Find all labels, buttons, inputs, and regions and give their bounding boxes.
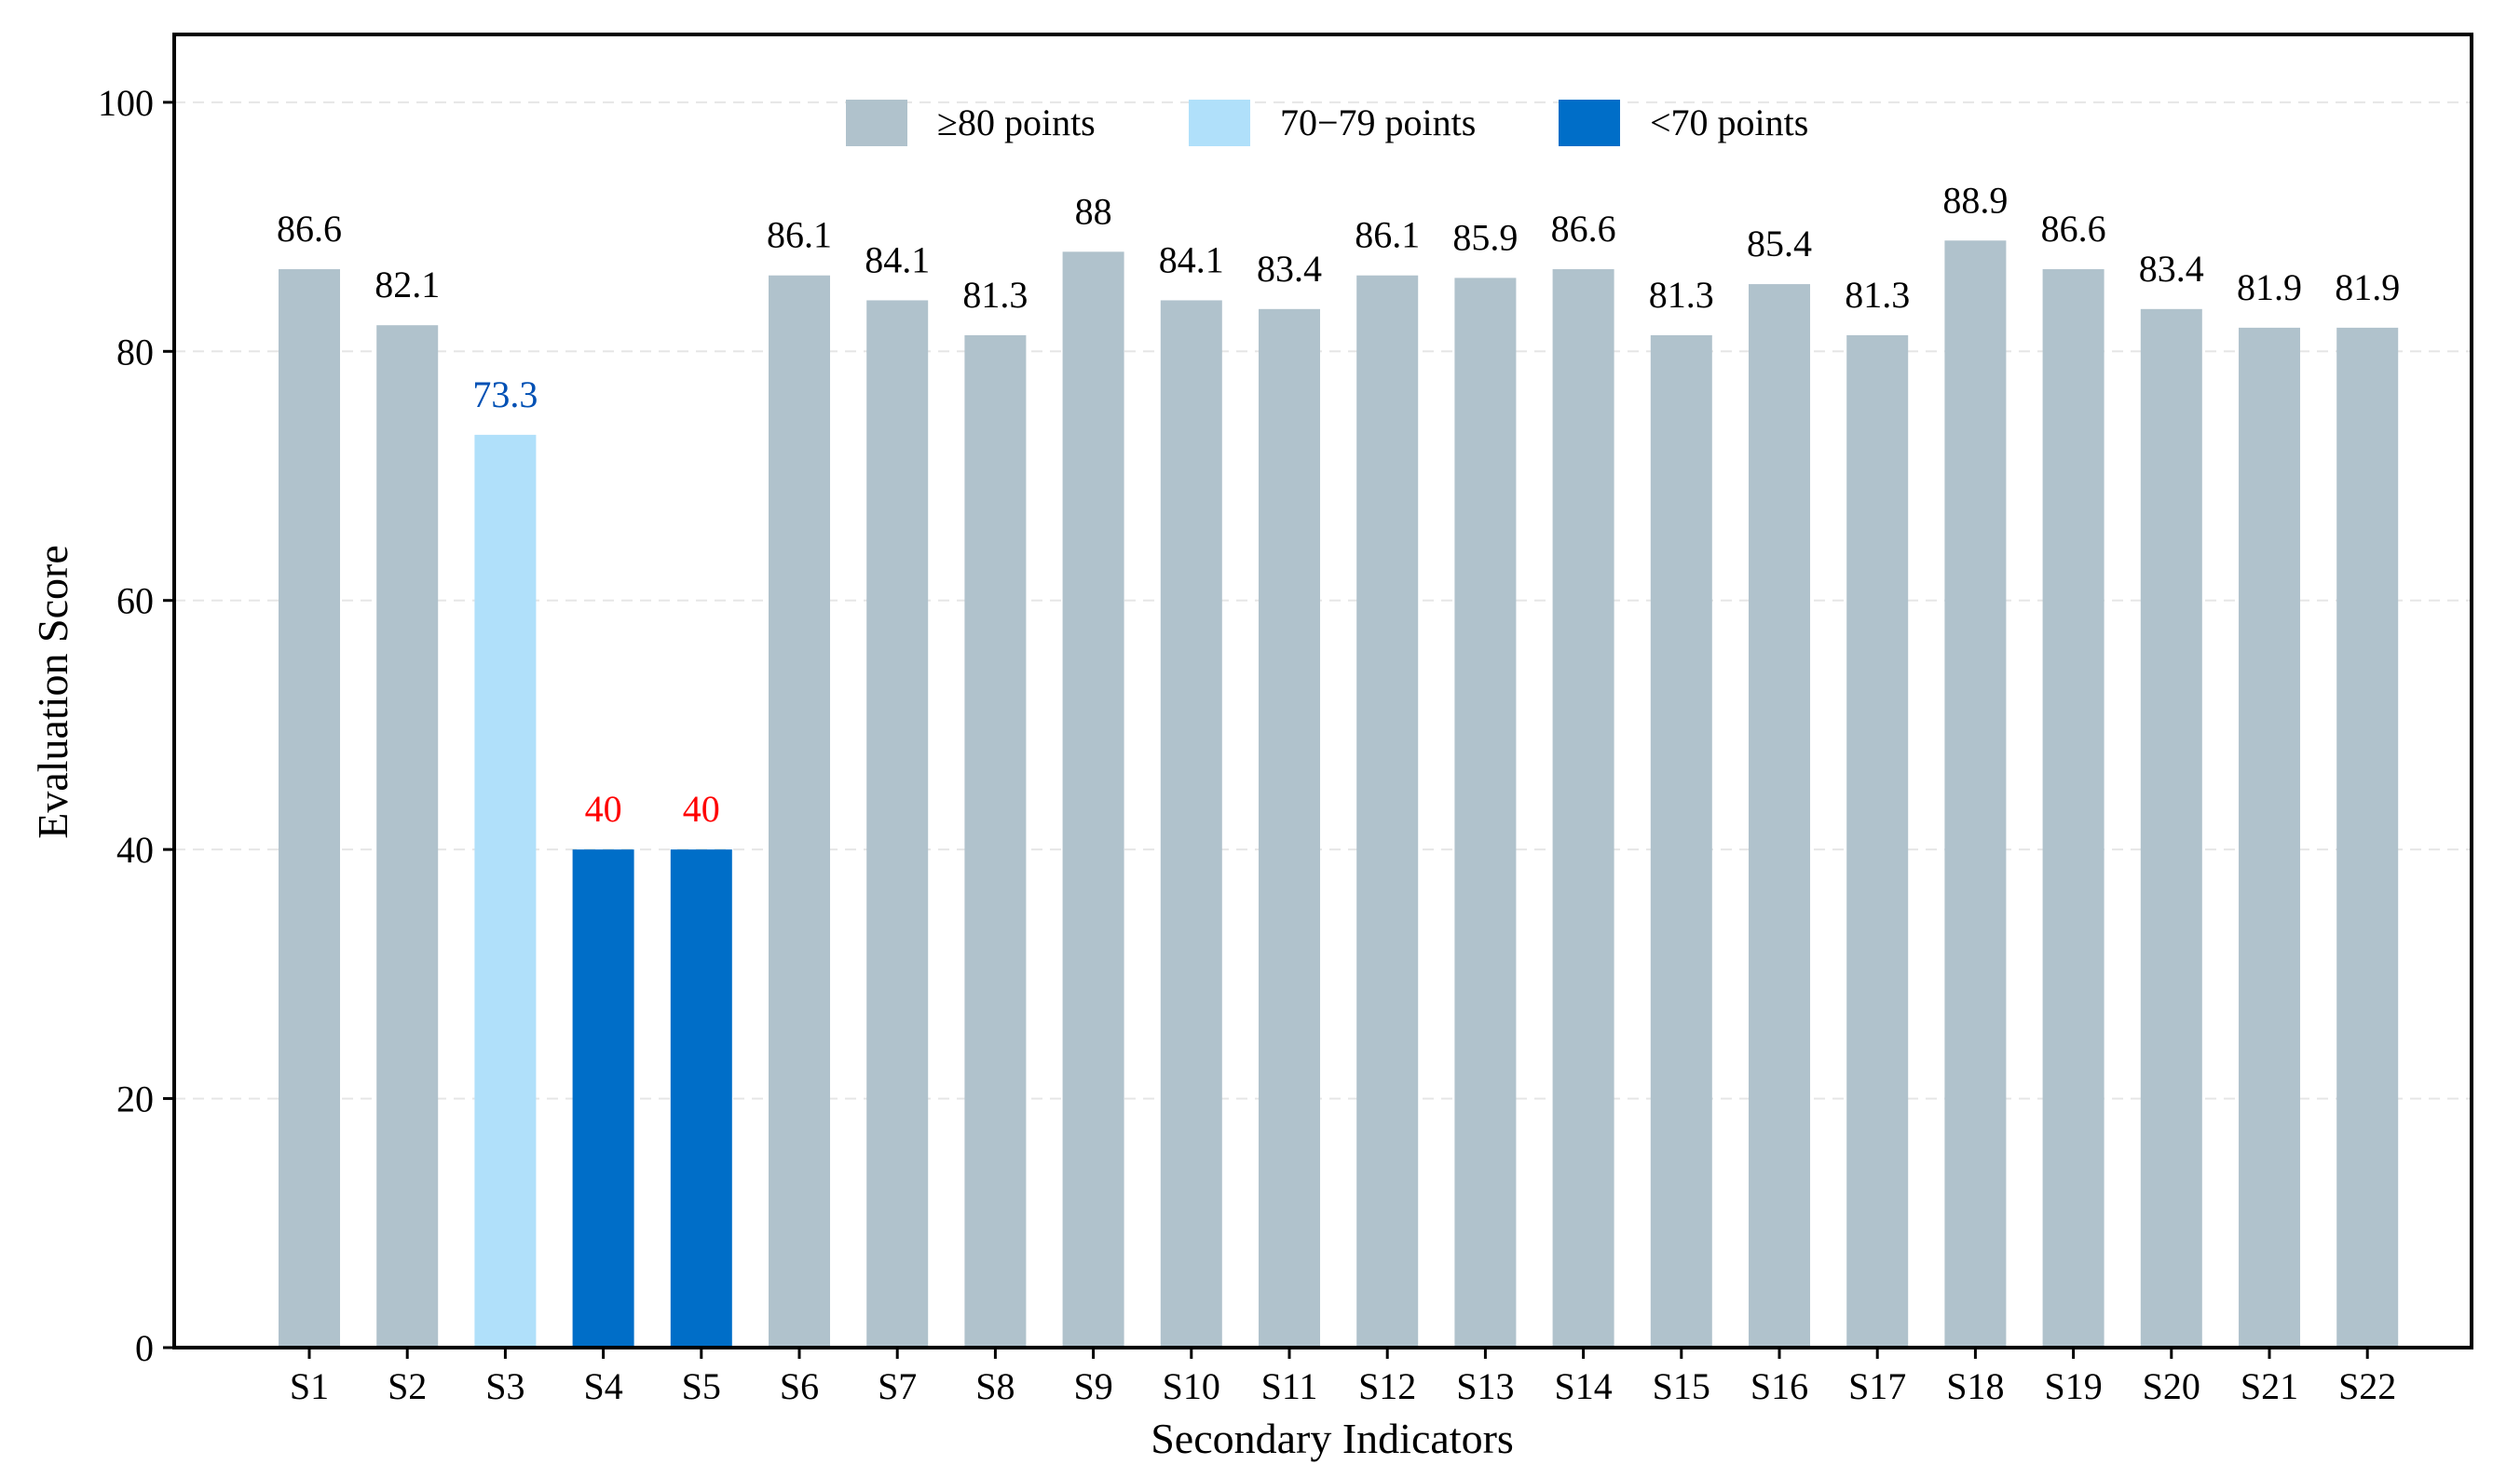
value-label-S17: 81.3 [1845, 274, 1910, 316]
y-tick-label-40: 40 [116, 829, 154, 871]
y-tick-label-20: 20 [116, 1078, 154, 1120]
y-tick-label-100: 100 [98, 82, 154, 124]
bar-S17 [1846, 334, 1909, 1349]
bar-S12 [1356, 275, 1419, 1349]
plot-frame [172, 33, 2473, 1349]
value-label-S10: 84.1 [1159, 238, 1224, 280]
x-tick-label-S9: S9 [1073, 1365, 1112, 1407]
x-tick-label-S20: S20 [2143, 1365, 2200, 1407]
bar-S5 [670, 849, 732, 1348]
value-label-S1: 86.6 [277, 208, 342, 250]
x-tick-label-S1: S1 [290, 1365, 329, 1407]
legend-label-3: <70 points [1650, 102, 1808, 143]
bar-S16 [1749, 284, 1810, 1349]
value-label-S21: 81.9 [2237, 266, 2302, 308]
bar-S14 [1552, 269, 1614, 1348]
x-tick-label-S14: S14 [1554, 1365, 1612, 1407]
value-label-S22: 81.9 [2335, 266, 2400, 308]
value-label-S11: 83.4 [1257, 248, 1322, 290]
bar-S3 [474, 434, 537, 1349]
legend-swatch-2 [1189, 100, 1250, 146]
x-tick-label-S19: S19 [2044, 1365, 2102, 1407]
value-label-S20: 83.4 [2139, 248, 2204, 290]
bar-S6 [769, 275, 830, 1349]
value-label-S7: 84.1 [865, 238, 930, 280]
x-tick-label-S22: S22 [2338, 1365, 2396, 1407]
bar-S4 [572, 849, 634, 1348]
value-label-S18: 88.9 [1942, 179, 2008, 221]
value-label-S15: 81.3 [1649, 274, 1714, 316]
legend-label-1: ≥80 points [937, 102, 1096, 143]
value-label-S8: 81.3 [962, 274, 1028, 316]
legend: ≥80 points 70−79 points <70 points [846, 100, 1808, 146]
x-tick-label-S3: S3 [485, 1365, 524, 1407]
value-label-S2: 82.1 [375, 264, 440, 305]
x-tick-label-S7: S7 [878, 1365, 917, 1407]
x-tick-label-S18: S18 [1946, 1365, 2004, 1407]
bar-S7 [866, 300, 929, 1348]
grid-lines [174, 101, 2472, 1100]
bar-S8 [964, 334, 1027, 1349]
x-tick-label-S15: S15 [1653, 1365, 1710, 1407]
x-tick-label-S6: S6 [780, 1365, 819, 1407]
x-tick-label-S4: S4 [583, 1365, 622, 1407]
y-tick-label-0: 0 [135, 1327, 154, 1369]
value-label-S16: 85.4 [1747, 223, 1812, 264]
x-tick-label-S21: S21 [2241, 1365, 2298, 1407]
y-axis-title: Evaluation Score [29, 545, 76, 839]
value-labels: 86.6 82.1 73.3 40 40 86.1 84.1 81.3 88 84.1 83.4 86… [277, 179, 2400, 830]
bar-S1 [279, 269, 340, 1348]
x-tick-label-S11: S11 [1261, 1365, 1318, 1407]
x-tick-label-S17: S17 [1848, 1365, 1906, 1407]
value-label-S19: 86.6 [2041, 208, 2106, 250]
x-axis-title: Secondary Indicators [1151, 1415, 1514, 1462]
value-label-S13: 85.9 [1452, 216, 1518, 258]
bar-S19 [2042, 269, 2105, 1348]
x-tick-label-S12: S12 [1358, 1365, 1416, 1407]
value-label-S6: 86.1 [767, 214, 832, 256]
value-label-S9: 88 [1075, 190, 1112, 232]
x-tick-label-S2: S2 [388, 1365, 427, 1407]
bar-S10 [1160, 300, 1222, 1348]
bar-S20 [2140, 308, 2202, 1348]
bar-S2 [376, 325, 439, 1349]
legend-swatch-3 [1559, 100, 1620, 146]
x-tick-label-S10: S10 [1163, 1365, 1220, 1407]
bar-S9 [1062, 251, 1124, 1348]
value-label-S14: 86.6 [1551, 208, 1616, 250]
y-tick-label-60: 60 [116, 580, 154, 622]
value-label-S3: 73.3 [472, 373, 538, 415]
x-tick-label-S8: S8 [975, 1365, 1015, 1407]
y-tick-label-80: 80 [116, 331, 154, 373]
bar-S15 [1650, 334, 1712, 1349]
bars [279, 240, 2399, 1349]
value-label-S4: 40 [585, 788, 622, 830]
x-tick-label-S16: S16 [1750, 1365, 1808, 1407]
bar-S13 [1454, 278, 1517, 1348]
x-tick-label-S13: S13 [1456, 1365, 1514, 1407]
axes: 0 20 40 60 80 100 S1 S2 S3 S4 S5 S6 S7 S8 S9 S10 S11 S12 S… [98, 82, 2396, 1407]
bar-S21 [2239, 327, 2300, 1348]
legend-label-2: 70−79 points [1280, 102, 1476, 143]
bar-S11 [1259, 308, 1320, 1348]
bar-S18 [1944, 240, 2007, 1348]
bar-S22 [2336, 327, 2399, 1348]
x-tick-label-S5: S5 [682, 1365, 721, 1407]
legend-swatch-1 [846, 100, 907, 146]
value-label-S12: 86.1 [1355, 214, 1420, 256]
value-label-S5: 40 [683, 788, 720, 830]
